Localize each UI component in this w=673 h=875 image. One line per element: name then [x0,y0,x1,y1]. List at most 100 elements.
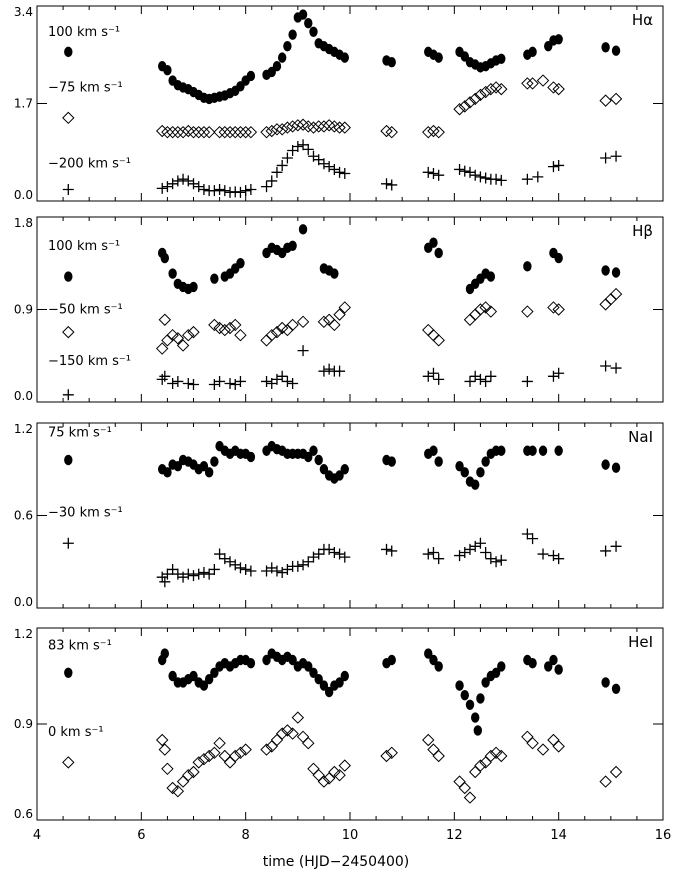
data-point [536,743,550,756]
data-point [469,169,481,181]
data-point [171,784,185,798]
data-point [272,61,282,72]
data-point [474,759,487,772]
data-point [479,301,492,314]
data-point [526,736,539,750]
plot-frame [36,627,664,821]
data-point [385,746,398,760]
data-point [197,752,211,766]
data-point [223,321,237,335]
data-point [599,94,612,107]
data-point [429,237,438,248]
data-point [245,565,257,577]
data-point [208,746,221,760]
data-point [161,181,173,193]
data-point [497,53,506,64]
x-tick-label: 14 [550,828,567,843]
data-point [387,456,396,467]
data-point [208,379,220,391]
data-point [611,267,621,278]
data-point [322,313,336,326]
data-point [599,298,612,311]
data-point [317,120,331,133]
x-axis-title: time (HJD−2450400) [263,854,410,870]
x-tick-label: 8 [242,828,250,843]
data-point [480,172,492,184]
data-point [322,119,336,132]
data-point [281,724,294,737]
data-point [224,556,236,568]
data-point [601,677,610,688]
data-point [463,313,477,326]
data-point [491,667,501,678]
data-point [469,540,481,552]
series-circle [64,648,621,736]
data-point [62,389,74,401]
data-point [424,648,433,659]
data-point [552,303,565,316]
data-point [163,467,172,478]
data-point [537,548,549,560]
data-point [246,70,256,82]
data-point [199,680,209,691]
data-point [229,318,242,332]
panel-4: 0.6 0.9 1.2 HeI 83 km s⁻¹ 0 km s⁻¹ [14,627,664,821]
data-point [532,171,544,183]
data-point [495,82,508,96]
data-point [468,765,482,779]
data-point [265,124,278,138]
data-point [553,159,565,171]
data-point [463,96,477,109]
data-point [552,82,565,96]
data-point [198,184,210,196]
data-point [495,749,508,763]
data-point [609,287,623,301]
data-point [292,560,304,572]
y-tick-label: 1.2 [14,627,33,641]
data-point [158,743,172,756]
data-point [609,92,623,106]
data-point [432,125,445,139]
data-point [458,100,471,113]
data-point [281,323,294,337]
series-label: 100 km s⁻¹ [48,239,120,254]
data-point [304,661,313,672]
data-point [202,125,216,139]
data-point [188,178,199,190]
x-tick-label: 16 [655,828,672,843]
data-point [173,460,183,472]
data-point [339,167,351,179]
data-point [318,158,330,170]
data-point [176,775,190,788]
y-tick-label: 0.0 [14,188,33,202]
data-point [497,445,506,456]
data-point [309,26,318,38]
data-point [197,125,211,139]
data-point [485,370,497,382]
data-point [262,654,271,666]
data-point [465,699,475,710]
series-diamond [62,74,623,139]
data-point [459,165,471,177]
data-point [307,551,319,563]
data-point [62,325,75,339]
data-point [156,571,168,583]
data-point [275,123,289,136]
y-tick-label: 0.0 [14,389,33,403]
x-axis-tick-labels: 4 6 8 10 12 14 16 [33,828,671,843]
data-point [489,746,503,760]
data-point [455,680,464,691]
data-point [328,765,341,779]
data-point [324,686,334,698]
data-point [182,175,194,187]
data-point [434,52,443,63]
data-point [172,175,184,187]
data-point [552,740,565,753]
data-point [381,543,393,555]
panel-title: HeI [628,633,653,651]
series-label: −50 km s⁻¹ [48,303,123,318]
data-point [286,120,299,133]
data-point [265,328,278,342]
data-point [307,121,320,134]
data-point [271,166,283,178]
